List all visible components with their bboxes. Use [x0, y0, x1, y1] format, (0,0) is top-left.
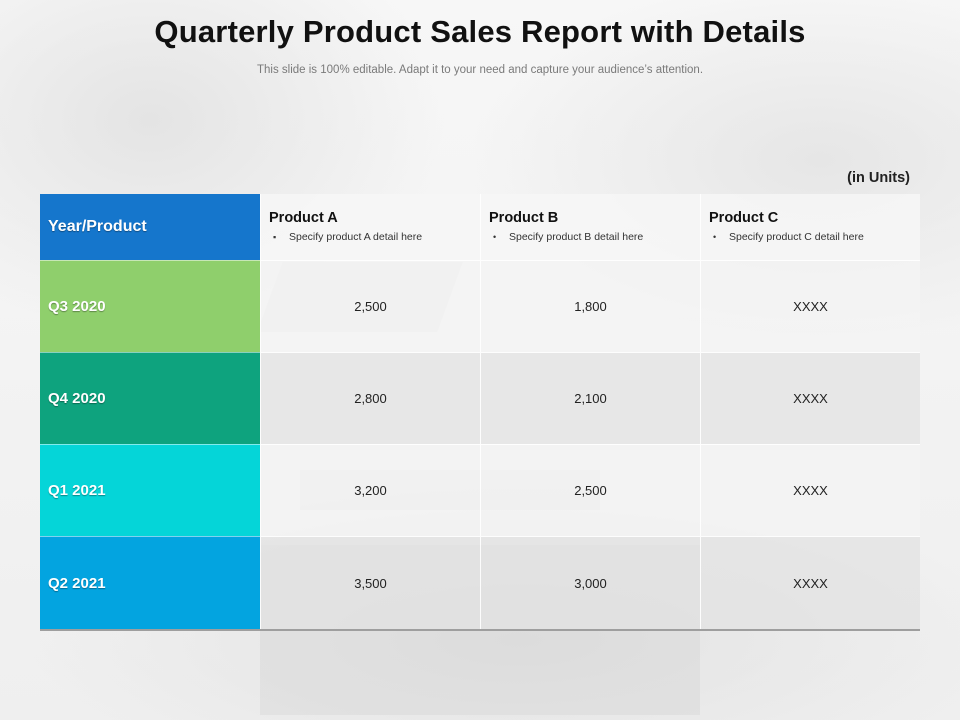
column-header-name: Product C — [709, 210, 779, 226]
units-label: (in Units) — [847, 170, 910, 186]
row-label-q3-2020: Q3 2020 — [40, 260, 260, 352]
column-detail-text: Specify product C detail here — [729, 231, 864, 243]
square-bullet-icon: ▪ — [273, 232, 277, 242]
sales-table: Year/Product Product A ▪ Specify product… — [40, 194, 920, 631]
page-subtitle: This slide is 100% editable. Adapt it to… — [256, 64, 704, 76]
table-cell: 3,500 — [260, 536, 480, 629]
column-header-detail: • Specify product B detail here — [489, 231, 700, 243]
table-cell: 3,000 — [480, 536, 700, 629]
column-detail-text: Specify product B detail here — [509, 231, 644, 243]
table-cell: 2,500 — [260, 260, 480, 352]
table-cell: 1,800 — [480, 260, 700, 352]
row-label-q4-2020: Q4 2020 — [40, 352, 260, 444]
column-header-detail: ▪ Specify product A detail here — [269, 231, 480, 243]
table-cell: XXXX — [700, 352, 920, 444]
column-header-product-c: Product C • Specify product C detail her… — [700, 194, 920, 260]
table-cell: XXXX — [700, 444, 920, 536]
dot-bullet-icon: • — [493, 232, 497, 242]
column-header-product-b: Product B • Specify product B detail her… — [480, 194, 700, 260]
table-cell: 2,500 — [480, 444, 700, 536]
column-header-name: Product B — [489, 210, 559, 226]
corner-header: Year/Product — [40, 194, 260, 260]
dot-bullet-icon: • — [713, 232, 717, 242]
table-cell: 3,200 — [260, 444, 480, 536]
column-header-detail: • Specify product C detail here — [709, 231, 920, 243]
column-header-product-a: Product A ▪ Specify product A detail her… — [260, 194, 480, 260]
table-cell: 2,800 — [260, 352, 480, 444]
row-label-q2-2021: Q2 2021 — [40, 536, 260, 629]
page-title: Quarterly Product Sales Report with Deta… — [154, 14, 806, 49]
row-label-q1-2021: Q1 2021 — [40, 444, 260, 536]
table-cell: XXXX — [700, 260, 920, 352]
column-header-name: Product A — [269, 210, 338, 226]
table-cell: 2,100 — [480, 352, 700, 444]
column-detail-text: Specify product A detail here — [289, 231, 423, 243]
table-cell: XXXX — [700, 536, 920, 629]
